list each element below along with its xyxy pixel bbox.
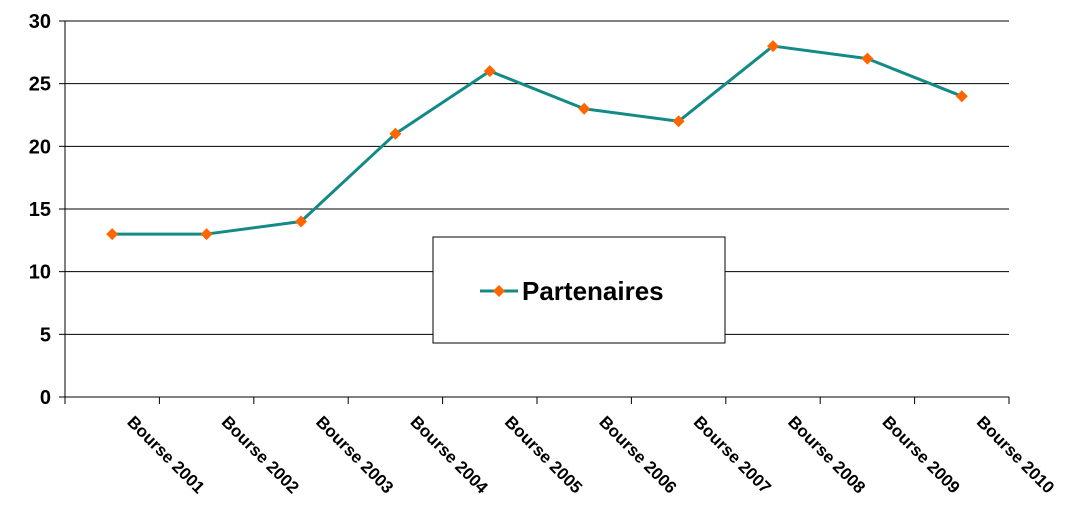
data-point (106, 228, 119, 241)
y-tick-labels: 0 5 10 15 20 25 30 (29, 11, 51, 409)
x-tick-label: Bourse 2007 (690, 412, 775, 497)
data-point (483, 65, 496, 78)
y-tick-label: 25 (29, 74, 51, 96)
data-point (578, 102, 591, 115)
y-tick-label: 5 (40, 324, 51, 346)
data-point (861, 52, 874, 65)
y-tick-label: 15 (29, 199, 51, 221)
y-tick-label: 30 (29, 11, 51, 33)
grid-lines (65, 20, 1009, 335)
x-tick-label: Bourse 2001 (123, 412, 208, 497)
x-tick-labels: Bourse 2001 Bourse 2002 Bourse 2003 Bourse … (123, 412, 1058, 497)
x-tick-label: Bourse 2009 (879, 412, 964, 497)
x-tick-label: Bourse 2003 (312, 412, 397, 497)
data-point (389, 127, 402, 140)
legend-label: Partenaires (522, 276, 664, 306)
data-point (955, 90, 968, 103)
series-line (112, 44, 963, 236)
legend-marker-swatch (493, 285, 505, 297)
legend: Partenaires (432, 236, 726, 344)
data-point (200, 228, 213, 241)
data-point (672, 115, 685, 128)
y-tick-label: 10 (29, 262, 51, 284)
axes (59, 20, 1010, 404)
x-tick-label: Bourse 2008 (784, 412, 869, 497)
x-tick-label: Bourse 2005 (501, 412, 586, 497)
x-tick-label: Bourse 2010 (973, 412, 1058, 497)
y-tick-label: 20 (29, 136, 51, 158)
x-tick-label: Bourse 2006 (595, 412, 680, 497)
x-tick-label: Bourse 2004 (407, 412, 492, 497)
x-tick-label: Bourse 2002 (218, 412, 303, 497)
y-tick-label: 0 (40, 387, 51, 409)
data-point (767, 40, 779, 53)
series-partenaires (106, 40, 968, 241)
data-point (295, 215, 307, 228)
